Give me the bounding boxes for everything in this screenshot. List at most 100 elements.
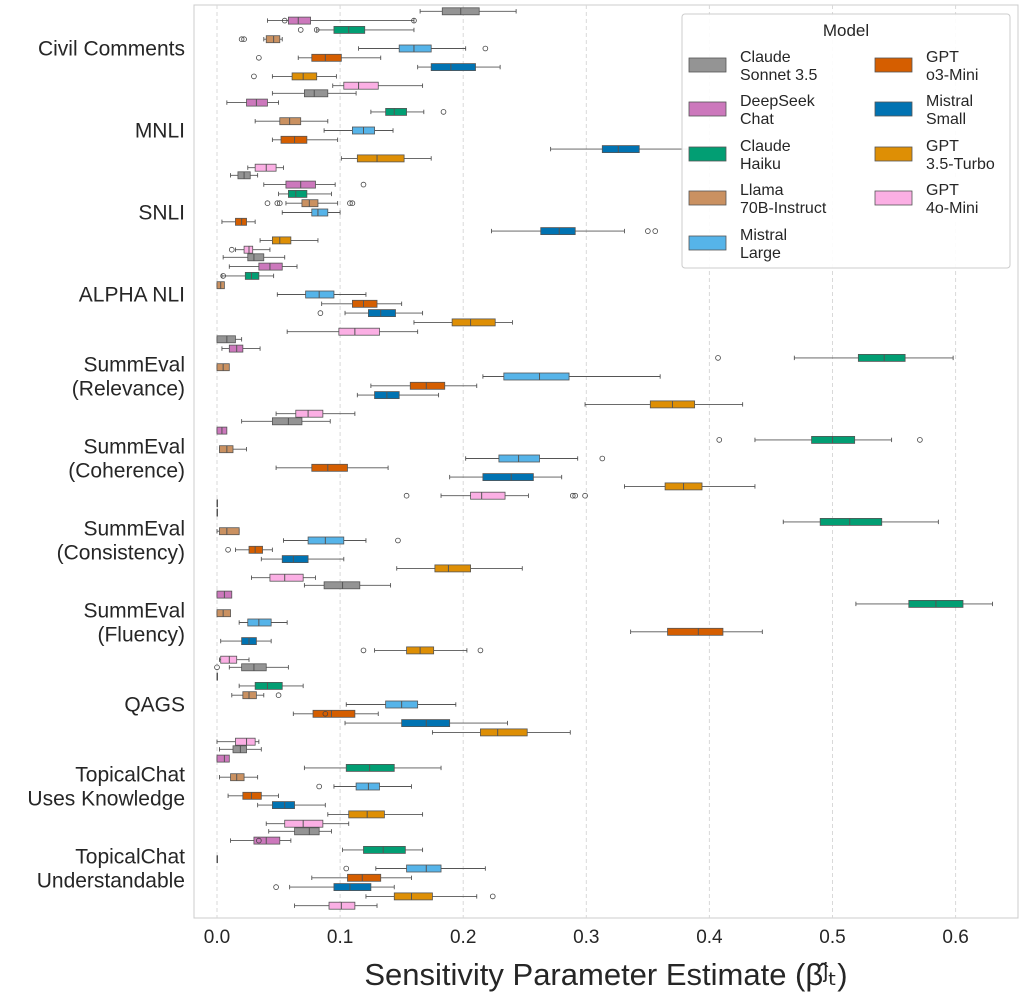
box-gpt35 xyxy=(431,728,571,737)
box-iqr xyxy=(430,63,476,71)
box-o3 xyxy=(221,217,256,226)
box-gpt4o xyxy=(275,409,356,418)
box-iqr xyxy=(269,573,304,582)
legend-label: DeepSeek Chat xyxy=(740,93,816,128)
legend-swatch xyxy=(688,101,727,117)
legend-label-line: Small xyxy=(926,111,966,128)
box-iqr xyxy=(235,217,247,226)
box-deepseek xyxy=(267,16,417,25)
box-iqr xyxy=(857,353,906,362)
box-sonnet xyxy=(268,827,332,836)
box-iqr xyxy=(242,691,257,700)
box-o3 xyxy=(225,545,273,554)
legend-label-line: GPT xyxy=(926,138,959,155)
box-iqr xyxy=(601,145,640,154)
box-iqr xyxy=(305,290,335,299)
x-axis-label: Sensitivity Parameter Estimate (β̂ʲₜ) xyxy=(364,957,847,992)
box-iqr xyxy=(219,527,240,536)
y-tick-label-line: (Coherence) xyxy=(68,460,185,483)
box-iqr xyxy=(540,227,576,236)
box-haiku xyxy=(782,518,939,526)
box-iqr xyxy=(219,445,234,454)
box-iqr xyxy=(343,81,379,90)
outlier xyxy=(716,437,723,443)
box-iqr xyxy=(348,810,385,819)
outlier xyxy=(251,73,257,80)
box-iqr xyxy=(271,801,295,809)
legend-swatch xyxy=(874,146,913,162)
box-iqr xyxy=(287,16,311,25)
outlier xyxy=(347,200,353,207)
box-iqr xyxy=(243,245,254,254)
box-mlarge xyxy=(343,864,486,873)
box-mlarge xyxy=(345,700,457,709)
box-llama xyxy=(216,609,231,618)
outlier xyxy=(228,246,235,253)
box-iqr xyxy=(228,344,244,353)
x-tick-label: 0.2 xyxy=(450,927,476,948)
outlier xyxy=(360,647,367,654)
box-gpt35 xyxy=(413,318,513,327)
legend-label-line: GPT xyxy=(926,182,959,199)
outlier xyxy=(313,27,320,33)
y-tick-label: TopicalChat Uses Knowledge xyxy=(27,764,185,811)
box-gpt4o xyxy=(294,901,378,910)
y-tick-label: MNLI xyxy=(135,120,185,143)
box-haiku xyxy=(238,682,304,690)
box-iqr xyxy=(232,745,247,754)
box-msmall xyxy=(257,801,326,809)
box-iqr xyxy=(333,883,372,891)
box-iqr xyxy=(409,381,446,390)
x-tick-label: 0.4 xyxy=(696,927,723,948)
box-iqr xyxy=(244,271,260,280)
box-iqr xyxy=(328,901,356,910)
outlier xyxy=(645,228,651,234)
y-tick-label-line: Understandable xyxy=(37,870,185,893)
box-gpt4o xyxy=(247,163,284,172)
box-o3 xyxy=(227,791,279,800)
box-msmall xyxy=(260,555,345,563)
box-llama xyxy=(238,35,283,44)
legend-label-line: Large xyxy=(740,245,781,262)
box-msmall xyxy=(550,145,702,154)
box-iqr xyxy=(363,846,406,854)
outlier xyxy=(489,893,496,900)
box-iqr xyxy=(434,564,471,573)
box-iqr xyxy=(355,782,380,791)
legend-label: GPT o3-Mini xyxy=(926,49,978,84)
box-mlarge xyxy=(465,454,606,463)
box-iqr xyxy=(248,545,263,554)
box-iqr xyxy=(304,89,329,98)
legend-label: Mistral Small xyxy=(926,93,973,128)
y-tick-label: Civil Comments xyxy=(38,38,185,61)
box-iqr xyxy=(307,536,345,545)
box-iqr xyxy=(347,873,382,882)
box-deepseek xyxy=(226,98,279,107)
outlier xyxy=(360,181,367,188)
outlier xyxy=(599,455,606,462)
outlier xyxy=(317,310,324,316)
box-iqr xyxy=(271,417,303,426)
box-o3 xyxy=(370,381,478,390)
x-tick-label: 0.6 xyxy=(942,927,968,948)
y-tick-label-line: TopicalChat xyxy=(75,764,185,787)
y-tick-label-line: SummEval xyxy=(83,600,185,623)
box-iqr xyxy=(338,327,380,336)
outlier xyxy=(582,492,588,499)
outlier xyxy=(322,710,329,717)
box-iqr xyxy=(451,318,496,327)
box-sonnet xyxy=(216,335,243,344)
box-deepseek xyxy=(221,344,261,353)
box-iqr xyxy=(253,836,281,845)
legend-swatch xyxy=(688,190,727,206)
box-iqr xyxy=(385,108,407,116)
box-sonnet xyxy=(230,171,259,180)
box-o3 xyxy=(256,53,382,62)
box-iqr xyxy=(254,163,277,172)
box-gpt4o xyxy=(219,655,250,664)
box-gpt35 xyxy=(360,646,484,655)
box-deepseek xyxy=(228,262,298,271)
legend-label-line: Haiku xyxy=(740,156,781,173)
legend-swatch xyxy=(688,146,727,162)
box-haiku xyxy=(278,189,332,198)
